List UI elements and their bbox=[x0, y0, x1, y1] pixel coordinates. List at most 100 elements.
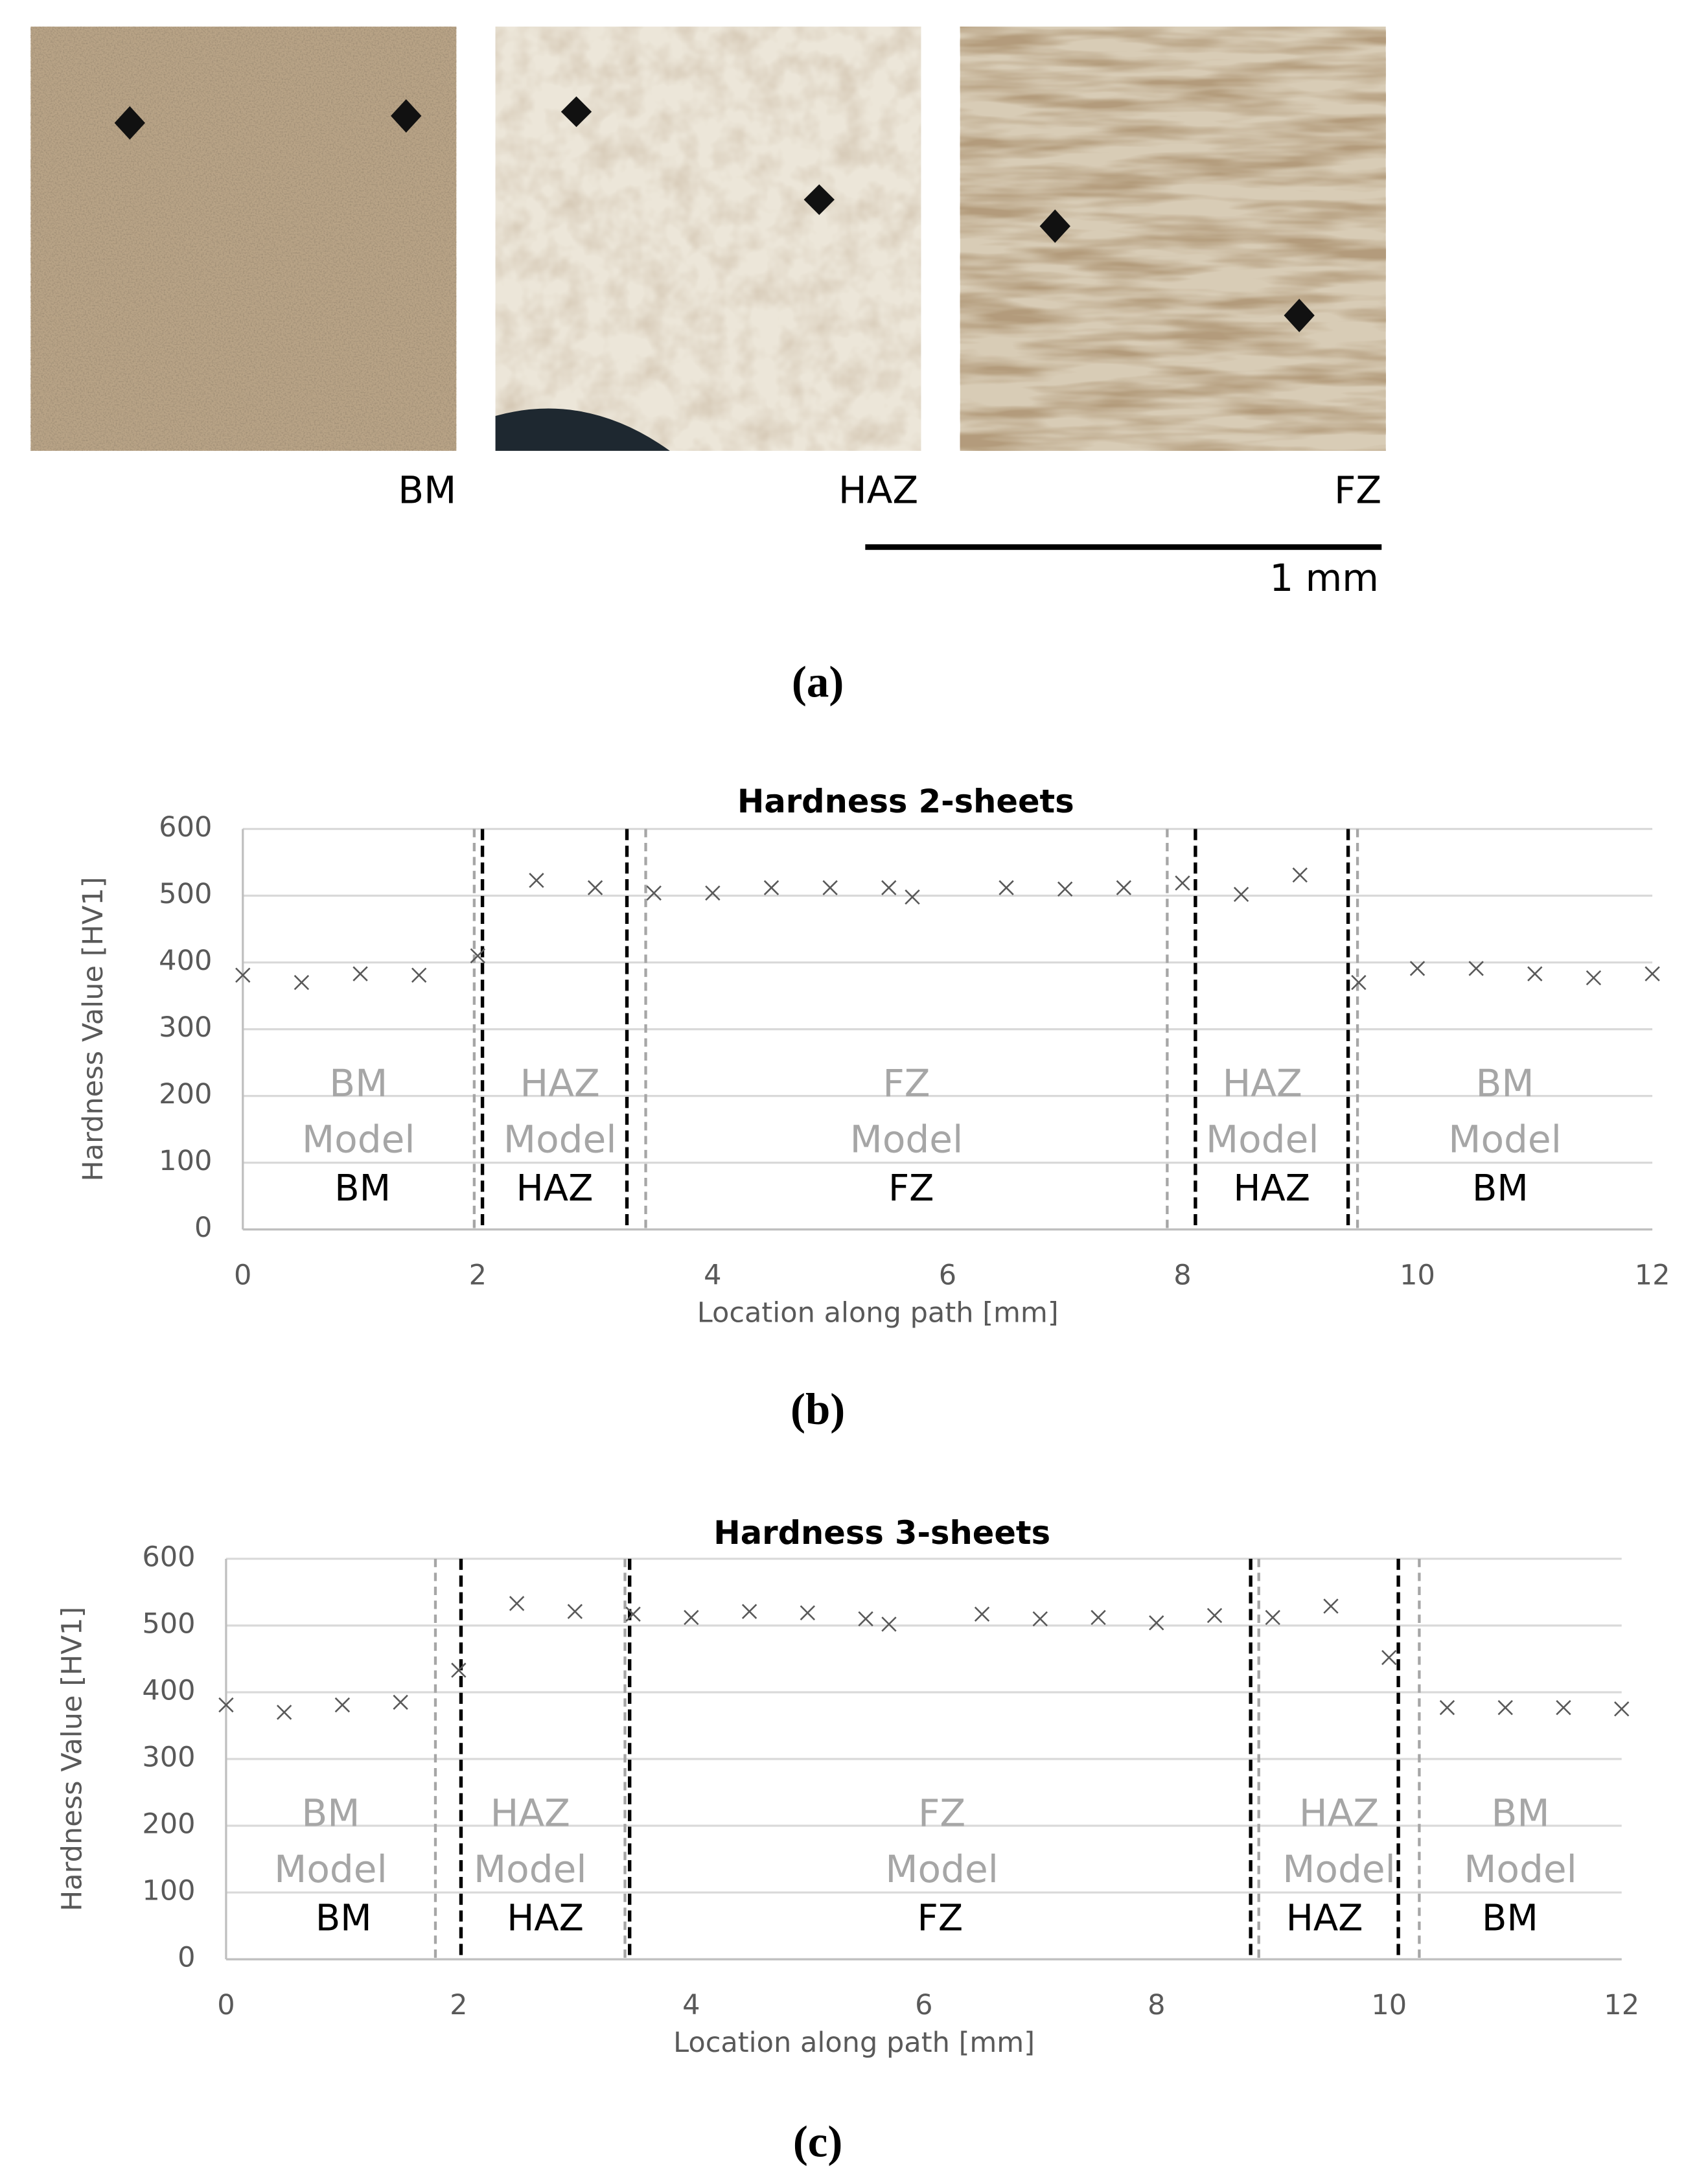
marker-x bbox=[881, 1616, 897, 1632]
y-tick-label: 300 bbox=[142, 1741, 195, 1774]
y-tick-label: 100 bbox=[159, 1145, 212, 1177]
y-tick-label: 500 bbox=[142, 1607, 195, 1640]
marker-x bbox=[1057, 881, 1073, 897]
model-region-label: Model bbox=[302, 1117, 415, 1161]
marker-x bbox=[1175, 875, 1190, 891]
model-region-label: Model bbox=[1282, 1847, 1396, 1891]
micrographs: BM HAZ FZ 1 mm bbox=[30, 27, 1386, 600]
marker-x bbox=[276, 1705, 292, 1720]
micrograph-label: FZ bbox=[1334, 468, 1381, 512]
y-tick-label: 200 bbox=[159, 1078, 212, 1110]
x-tick-label: 4 bbox=[704, 1259, 721, 1291]
marker-x bbox=[684, 1609, 699, 1626]
y-tick-label: 300 bbox=[159, 1011, 212, 1044]
marker-x bbox=[646, 885, 662, 901]
indent bbox=[114, 106, 145, 140]
marker-x bbox=[393, 1694, 408, 1710]
indents bbox=[114, 96, 1315, 332]
marker-x bbox=[858, 1611, 873, 1627]
y-axis-label: Hardness Value [HV1] bbox=[77, 877, 110, 1181]
y-tick-label: 100 bbox=[142, 1875, 195, 1907]
model-region-label: HAZ bbox=[491, 1791, 570, 1835]
marker-x bbox=[235, 967, 251, 983]
y-tick-label: 600 bbox=[159, 811, 212, 844]
marker-x bbox=[567, 1604, 583, 1620]
model-region-label: HAZ bbox=[1299, 1791, 1379, 1835]
indent bbox=[391, 99, 422, 133]
y-tick-label: 200 bbox=[142, 1808, 195, 1841]
x-tick-label: 0 bbox=[234, 1259, 251, 1291]
model-region-label: Model bbox=[474, 1847, 587, 1891]
y-tick-label: 500 bbox=[159, 878, 212, 910]
marker-x bbox=[1381, 1649, 1397, 1666]
model-region-label: HAZ bbox=[1223, 1061, 1302, 1105]
measured-region-label: FZ bbox=[888, 1167, 934, 1210]
model-region-label: HAZ bbox=[520, 1061, 600, 1105]
panel-label: (b) bbox=[791, 1385, 845, 1434]
measured-region-label: HAZ bbox=[516, 1167, 594, 1210]
model-region-label: Model bbox=[885, 1847, 999, 1891]
texture bbox=[960, 27, 1386, 451]
x-tick-label: 10 bbox=[1371, 1989, 1407, 2021]
micrograph-label: HAZ bbox=[838, 468, 918, 512]
marker-x bbox=[1527, 966, 1543, 982]
chart: Hardness 2-sheets 0 100 200 300 400 500 600 0 2 4 6… bbox=[77, 783, 1670, 1329]
measured-region-label: FZ bbox=[918, 1897, 964, 1939]
marker-x bbox=[1091, 1609, 1106, 1626]
marker-x bbox=[800, 1605, 816, 1621]
marker-x bbox=[1351, 974, 1367, 991]
marker-x bbox=[411, 967, 427, 983]
micrograph-label: BM bbox=[398, 468, 456, 512]
chart: Hardness 3-sheets 0 100 200 300 400 500 600 0 2 4 6… bbox=[56, 1514, 1639, 2059]
texture bbox=[30, 27, 457, 451]
marker-x bbox=[1149, 1615, 1164, 1631]
model-region-label: BM bbox=[301, 1791, 360, 1835]
y-tick-label: 0 bbox=[194, 1212, 212, 1244]
measured-region-label: BM bbox=[1472, 1167, 1529, 1210]
model-region-label: BM bbox=[1492, 1791, 1550, 1835]
x-tick-label: 12 bbox=[1635, 1259, 1670, 1291]
marker-x bbox=[587, 880, 603, 895]
measured-region-label: BM bbox=[1482, 1897, 1538, 1939]
model-region-label: Model bbox=[1448, 1117, 1562, 1161]
marker-x bbox=[974, 1606, 990, 1622]
marker-x bbox=[822, 880, 838, 895]
x-tick-label: 2 bbox=[469, 1259, 487, 1291]
x-tick-label: 4 bbox=[682, 1989, 700, 2021]
indent bbox=[1039, 209, 1070, 243]
model-region-label: Model bbox=[1464, 1847, 1577, 1891]
x-tick-label: 6 bbox=[915, 1989, 932, 2021]
marker-x bbox=[1116, 880, 1132, 895]
y-tick-label: 0 bbox=[178, 1942, 195, 1974]
marker-x bbox=[1468, 961, 1484, 976]
panel-label: (a) bbox=[792, 658, 844, 707]
marker-x bbox=[1206, 1607, 1223, 1624]
marker-x bbox=[352, 966, 368, 982]
x-axis-label: Location along path [mm] bbox=[697, 1297, 1059, 1329]
marker-x bbox=[509, 1596, 525, 1611]
measured-region-label: BM bbox=[316, 1897, 372, 1939]
marker-x bbox=[470, 948, 485, 963]
marker-x bbox=[1233, 886, 1249, 902]
marker-x bbox=[905, 889, 920, 905]
y-tick-label: 400 bbox=[142, 1674, 195, 1707]
marker-x bbox=[451, 1662, 467, 1678]
x-tick-label: 2 bbox=[450, 1989, 467, 2021]
measured-region-label: HAZ bbox=[1286, 1897, 1363, 1939]
marker-x bbox=[881, 880, 897, 895]
panel-label: (c) bbox=[793, 2117, 842, 2166]
measured-region-label: HAZ bbox=[507, 1897, 584, 1939]
model-region-label: FZ bbox=[883, 1061, 930, 1105]
indent bbox=[560, 96, 592, 128]
marker-x bbox=[705, 885, 721, 901]
marker-x bbox=[1439, 1700, 1455, 1716]
x-tick-label: 6 bbox=[939, 1259, 956, 1291]
marker-x bbox=[1645, 966, 1660, 982]
marker-x bbox=[1556, 1700, 1571, 1716]
model-region-label: Model bbox=[850, 1117, 964, 1161]
model-region-label: Model bbox=[503, 1117, 617, 1161]
x-tick-label: 0 bbox=[217, 1989, 235, 2021]
marker-x bbox=[763, 880, 779, 895]
marker-x bbox=[529, 873, 544, 888]
